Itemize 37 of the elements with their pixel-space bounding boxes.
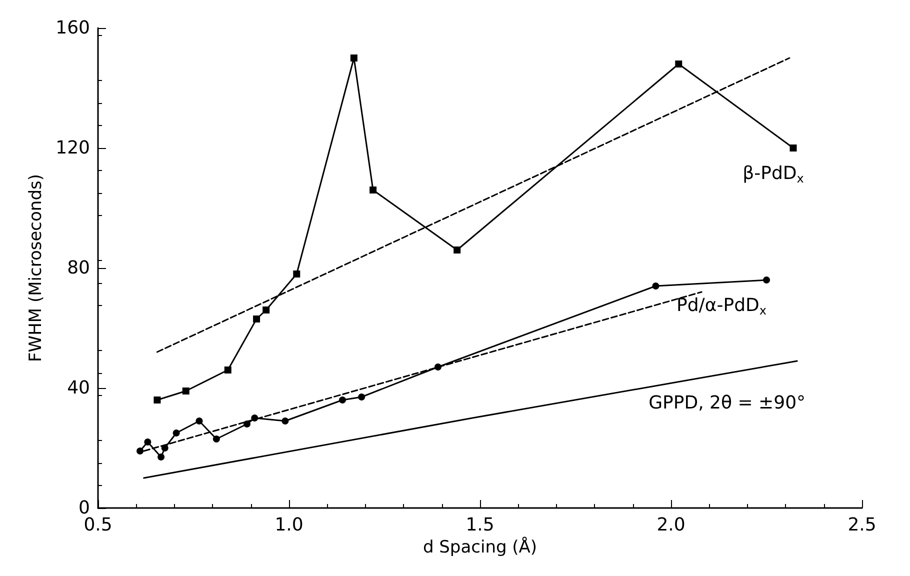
point [136,448,144,454]
point [161,444,168,452]
y-tick-label: 120 [56,138,90,158]
point [196,418,203,424]
point [262,306,270,314]
point [350,54,358,62]
y-tick-label: 40 [67,378,90,398]
point [434,364,442,370]
point [182,388,190,394]
x-tick-label: 2.0 [656,514,686,536]
x-tick-label: 1.0 [274,514,304,536]
x-axis-title: d Spacing (Å) [422,536,538,558]
point [293,270,300,278]
point [675,60,682,68]
point [154,396,161,404]
series-label: GPPD, 2θ = ±90° [648,392,806,414]
x-tick-label: 2.5 [848,514,876,536]
point [212,436,220,442]
point [243,420,250,428]
point [763,276,770,284]
y-axis-title: FWHM (Microseconds) [26,174,46,362]
point [370,186,377,194]
y-tick-label: 80 [67,258,90,278]
y-tick-label: 160 [56,18,90,38]
point [652,282,660,290]
point [454,246,461,254]
point [158,454,165,460]
point [144,438,152,446]
point [224,366,232,374]
point [790,144,797,152]
point [172,430,180,436]
point [253,316,260,322]
point [282,418,289,424]
x-tick-label: 1.5 [466,514,494,536]
point [358,394,366,400]
point [338,396,346,404]
point [251,414,258,422]
